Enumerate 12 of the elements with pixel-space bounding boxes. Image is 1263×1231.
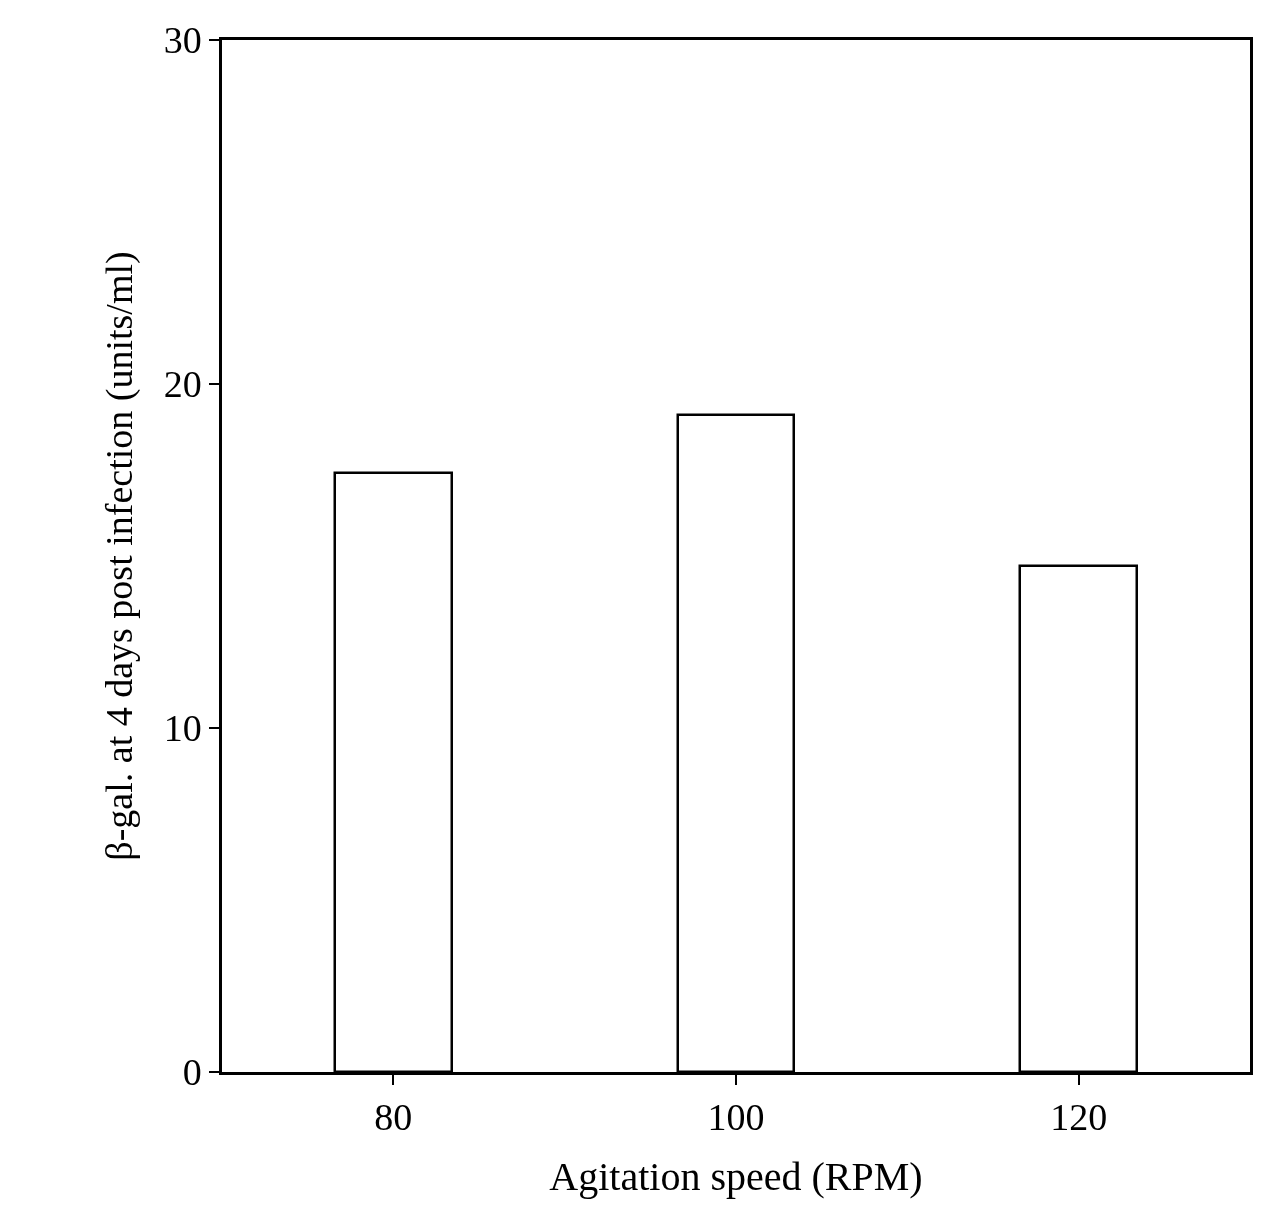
y-tick-label: 10: [163, 707, 202, 750]
x-tick-label: 100: [707, 1096, 765, 1139]
x-tick-label: 80: [374, 1096, 413, 1139]
y-tick-label: 0: [182, 1051, 202, 1094]
bar: [1018, 564, 1138, 1072]
x-tick-label: 120: [1050, 1096, 1108, 1139]
bar: [676, 413, 795, 1072]
bar: [333, 471, 453, 1072]
y-axis-title: β-gal. at 4 days post infection (units/ml): [97, 251, 141, 861]
x-axis-title: Agitation speed (RPM): [549, 1153, 923, 1199]
y-tick-label: 20: [163, 363, 202, 406]
y-tick-label: 30: [163, 19, 202, 62]
